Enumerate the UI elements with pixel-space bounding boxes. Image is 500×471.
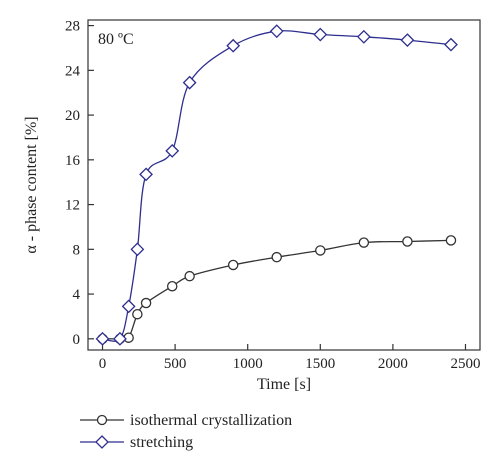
y-axis-label: α - phase content [%]: [23, 116, 40, 253]
data-point-isothermal: [227, 259, 239, 271]
data-point-isothermal: [140, 297, 152, 309]
y-tick-label: 20: [65, 108, 80, 124]
x-tick-label: 1500: [305, 356, 335, 372]
data-point-isothermal: [271, 251, 282, 263]
data-point-stretching: [121, 299, 136, 314]
y-tick-label: 4: [73, 287, 81, 303]
x-tick-label: 2500: [450, 356, 480, 372]
data-point-isothermal: [132, 308, 143, 320]
x-tick-label: 1000: [233, 356, 263, 372]
data-point-isothermal: [315, 245, 326, 256]
annotation-temperature: 80 ºC: [98, 31, 134, 48]
y-tick-label: 28: [65, 19, 80, 35]
data-point-isothermal: [402, 236, 413, 247]
data-point-stretching: [356, 29, 371, 44]
y-tick-label: 24: [65, 63, 81, 79]
legend-marker-isothermal: [96, 414, 108, 426]
legend-label-isothermal: isothermal crystallization: [130, 412, 292, 429]
x-tick-label: 500: [164, 356, 187, 372]
y-tick-label: 16: [65, 153, 81, 169]
x-tick-label: 0: [99, 356, 107, 372]
data-point-stretching: [165, 143, 180, 158]
legend-item-isothermal: isothermal crystallization: [80, 412, 292, 429]
data-point-stretching: [113, 331, 127, 346]
data-point-stretching: [444, 37, 458, 52]
legend: isothermal crystallization stretching: [80, 412, 292, 451]
y-tick-label: 0: [73, 332, 81, 348]
x-tick-label: 2000: [378, 356, 408, 372]
data-point-isothermal: [166, 280, 178, 292]
data-point-stretching: [139, 167, 153, 182]
plot-frame: [87, 19, 481, 351]
y-tick-label: 12: [65, 198, 80, 214]
data-point-stretching: [182, 75, 197, 90]
data-point-stretching: [130, 242, 145, 257]
data-point-stretching: [95, 331, 110, 346]
data-point-stretching: [400, 33, 415, 48]
axis-ticks: 0 500 1000 1500 2000 2500 0 4 8 12 16 20 24 28: [65, 19, 480, 372]
data-point-isothermal: [445, 235, 457, 246]
data-point-stretching: [269, 24, 284, 39]
data-point-stretching: [226, 38, 241, 53]
data-point-isothermal: [358, 237, 370, 248]
series-layer: [95, 24, 458, 346]
legend-label-stretching: stretching: [130, 434, 193, 451]
y-tick-label: 8: [73, 242, 81, 258]
data-point-stretching: [313, 27, 328, 42]
series-line-stretching: [102, 30, 452, 342]
data-point-isothermal: [184, 270, 195, 282]
x-axis-label: Time [s]: [257, 376, 311, 393]
legend-marker-stretching: [95, 435, 109, 449]
legend-item-stretching: stretching: [80, 434, 193, 451]
